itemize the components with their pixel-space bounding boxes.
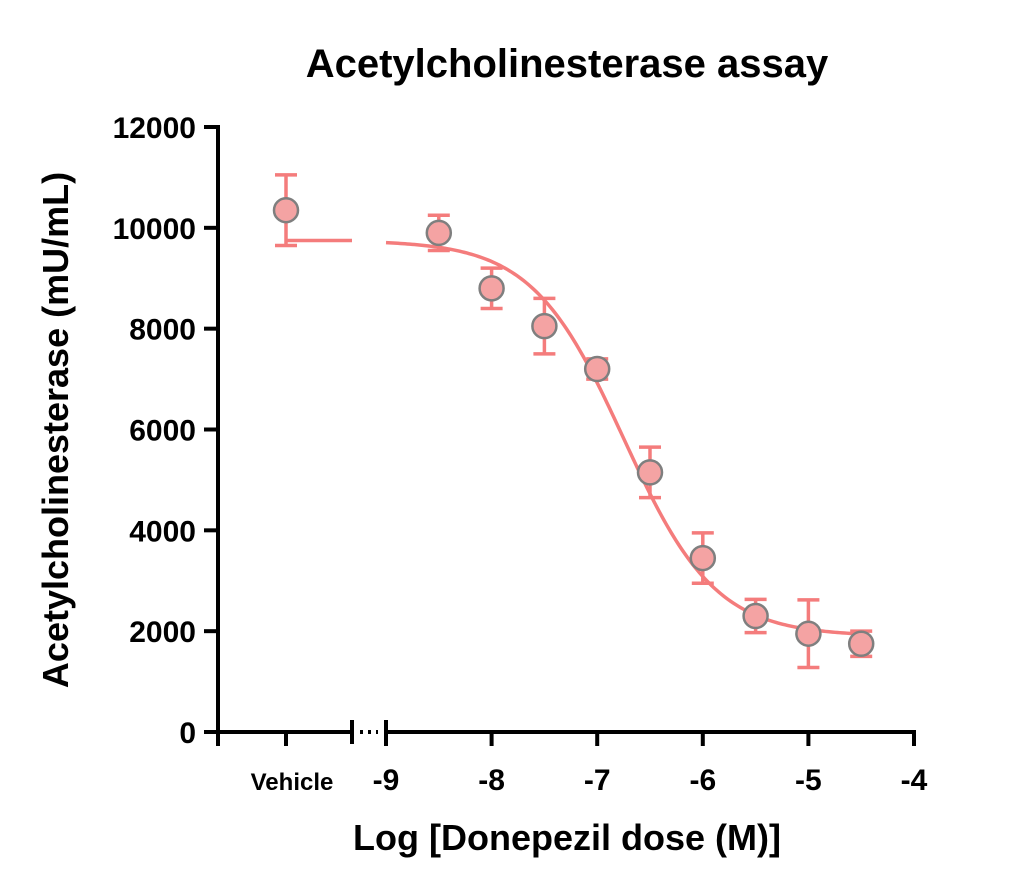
y-tick-label: 12000 bbox=[113, 112, 196, 145]
data-point bbox=[478, 275, 505, 302]
data-point bbox=[272, 196, 300, 224]
x-axis-ticks: Vehicle -9 -8 -7 -6 -5 -4 bbox=[216, 732, 928, 797]
data-point bbox=[531, 312, 558, 340]
y-axis-title: Acetylcholinesterase (mU/mL) bbox=[35, 172, 76, 688]
x-tick-label: -7 bbox=[584, 764, 611, 797]
y-axis-ticks: 0 2000 4000 6000 8000 10000 12000 bbox=[113, 112, 218, 750]
fit-curve-layer bbox=[286, 238, 862, 636]
data-point bbox=[425, 219, 453, 247]
x-tick-label: -6 bbox=[689, 764, 716, 797]
x-tick-label: -8 bbox=[478, 764, 505, 797]
y-tick-label: 6000 bbox=[129, 415, 196, 448]
y-tick-label: 10000 bbox=[113, 213, 196, 246]
y-tick-label: 2000 bbox=[129, 616, 196, 649]
x-tick-label: -9 bbox=[373, 764, 400, 797]
error-bar-layer bbox=[275, 173, 873, 670]
x-tick-label: -5 bbox=[795, 764, 822, 797]
y-tick-label: 0 bbox=[179, 717, 196, 750]
fit-curve bbox=[385, 240, 862, 636]
data-point bbox=[689, 544, 717, 572]
x-tick-label: -4 bbox=[901, 764, 928, 797]
data-point bbox=[583, 355, 611, 383]
data-point bbox=[795, 620, 822, 647]
x-axis-title: Log [Donepezil dose (M)] bbox=[353, 817, 781, 858]
x-tick-label-vehicle: Vehicle bbox=[251, 769, 334, 796]
data-point bbox=[847, 630, 875, 658]
data-point-layer bbox=[272, 196, 875, 658]
data-point bbox=[636, 459, 664, 486]
axes bbox=[216, 125, 916, 744]
chart-title: Acetylcholinesterase assay bbox=[306, 42, 829, 86]
data-point bbox=[742, 602, 769, 630]
y-tick-label: 4000 bbox=[129, 515, 196, 548]
y-tick-label: 8000 bbox=[129, 314, 196, 347]
